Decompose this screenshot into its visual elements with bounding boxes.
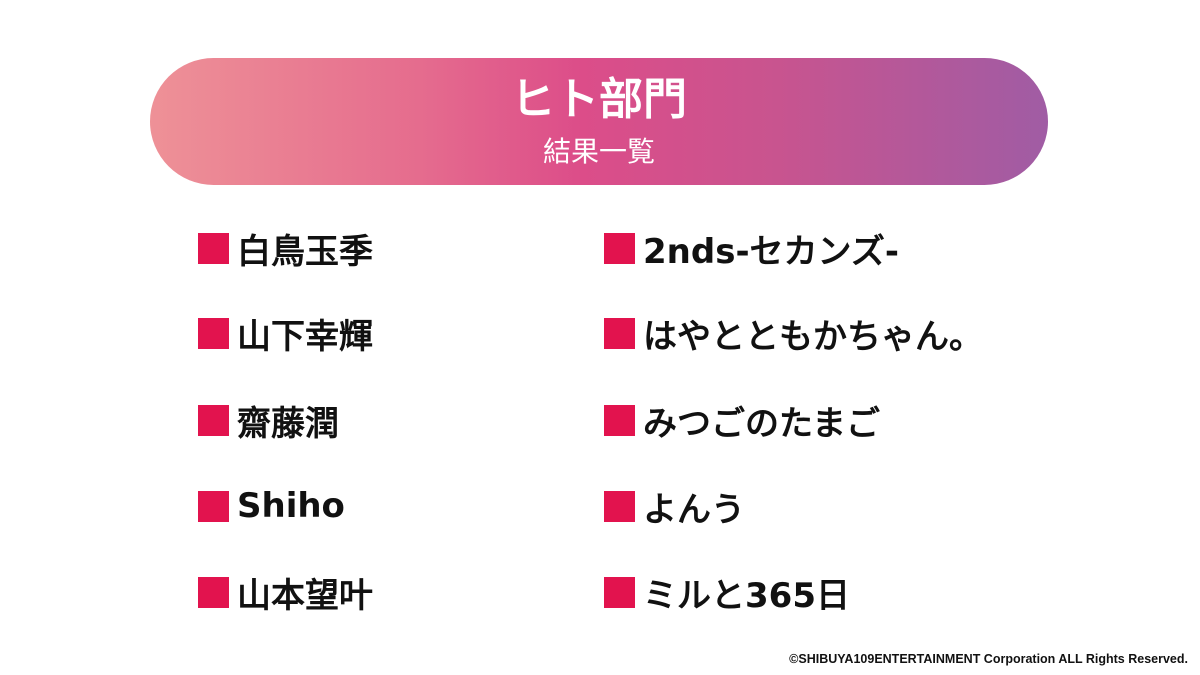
square-bullet-icon bbox=[198, 404, 229, 436]
list-item: ミルと365日 bbox=[604, 567, 850, 617]
list-item: 山本望叶 bbox=[198, 567, 373, 617]
list-item-label: 白鳥玉季 bbox=[237, 231, 373, 272]
list-item-label: みつごのたまご bbox=[643, 403, 880, 444]
copyright: ©SHIBUYA109ENTERTAINMENT Corporation ALL… bbox=[789, 652, 1188, 666]
list-item: 山下幸輝 bbox=[198, 308, 373, 358]
list-item-label: よんう bbox=[643, 489, 745, 530]
header-banner: ヒト部門 結果一覧 bbox=[150, 58, 1048, 185]
list-item: 齋藤潤 bbox=[198, 395, 339, 445]
square-bullet-icon bbox=[198, 232, 229, 264]
list-item: よんう bbox=[604, 481, 745, 531]
list-item: はやとともかちゃん。 bbox=[604, 308, 983, 358]
list-item: Shiho bbox=[198, 481, 345, 531]
square-bullet-icon bbox=[198, 317, 229, 349]
square-bullet-icon bbox=[198, 490, 229, 522]
list-item-label: はやとともかちゃん。 bbox=[643, 316, 983, 357]
page-subtitle: 結果一覧 bbox=[542, 135, 655, 168]
square-bullet-icon bbox=[604, 490, 635, 522]
list-item-label: Shiho bbox=[237, 486, 345, 526]
list-item: 白鳥玉季 bbox=[198, 223, 373, 273]
square-bullet-icon bbox=[604, 232, 635, 264]
page-title: ヒト部門 bbox=[511, 74, 687, 125]
list-item: 2nds-セカンズ- bbox=[604, 223, 899, 273]
square-bullet-icon bbox=[604, 317, 635, 349]
square-bullet-icon bbox=[198, 576, 229, 608]
list-item-label: 齋藤潤 bbox=[237, 403, 339, 444]
list-item-label: ミルと365日 bbox=[643, 575, 850, 616]
list-item-label: 山本望叶 bbox=[237, 575, 373, 616]
list-item-label: 2nds-セカンズ- bbox=[643, 231, 899, 272]
list-item-label: 山下幸輝 bbox=[237, 316, 373, 357]
square-bullet-icon bbox=[604, 576, 635, 608]
list-item: みつごのたまご bbox=[604, 395, 880, 445]
square-bullet-icon bbox=[604, 404, 635, 436]
